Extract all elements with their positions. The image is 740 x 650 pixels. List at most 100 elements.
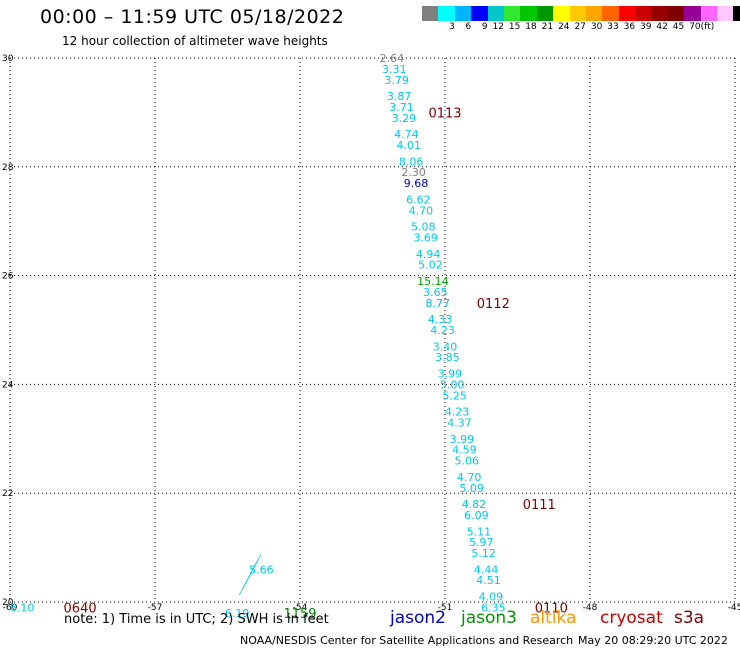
- y-tick-label: 22: [2, 489, 13, 499]
- color-swatch: [717, 6, 734, 21]
- x-tick-label: -54: [293, 603, 308, 613]
- wave-height-value: 5.09: [459, 482, 484, 495]
- footer-note: note: 1) Time is in UTC; 2) SWH is in fe…: [64, 612, 329, 627]
- color-swatch: [618, 6, 636, 21]
- wave-height-value: 3.71: [389, 101, 414, 114]
- x-tick-label: -45: [728, 603, 740, 613]
- legend-altika: altika: [530, 608, 577, 628]
- color-scale-label: 45: [672, 22, 685, 32]
- color-scale-label: 24: [558, 22, 570, 32]
- color-swatch: [667, 6, 685, 21]
- y-tick-label: 28: [2, 163, 14, 173]
- color-swatch: [585, 6, 603, 21]
- wave-height-value: 4.01: [397, 139, 422, 152]
- color-scale-label: 21: [541, 22, 554, 32]
- color-swatch: [487, 6, 504, 21]
- wave-height-value: 4.74: [394, 128, 419, 141]
- color-scale-bar: [422, 6, 740, 21]
- wave-height-value: 3.99: [450, 433, 475, 446]
- legend-jason3: jason3: [461, 608, 517, 628]
- color-scale-label: 18: [525, 22, 537, 32]
- credit-text: NOAA/NESDIS Center for Satellite Applica…: [240, 634, 574, 647]
- wave-height-value: 5.25: [442, 389, 467, 402]
- page-title: 00:00 – 11:59 UTC 05/18/2022: [40, 6, 345, 28]
- time-label: 0113: [428, 106, 461, 121]
- color-scale-label: 6: [465, 22, 472, 32]
- color-scale-label: 9: [481, 22, 488, 32]
- wave-height-value: 5.08: [411, 221, 436, 234]
- y-tick-label: 30: [2, 54, 14, 64]
- time-label: 0112: [477, 297, 510, 312]
- wave-height-value: 6.62: [406, 193, 431, 206]
- wave-height-value: 3.65: [423, 286, 448, 299]
- wave-height-value: 4.70: [409, 204, 434, 217]
- color-swatch: [602, 6, 619, 21]
- wave-height-value: 3.29: [392, 112, 417, 125]
- legend-s3a: s3a: [674, 608, 705, 628]
- wave-height-value: 5.11: [467, 525, 492, 538]
- wave-height-value: 3.79: [384, 74, 409, 87]
- wave-height-value: 6.10: [10, 601, 35, 614]
- color-swatch: [454, 6, 472, 21]
- color-scale-labels: 3 6 9 12 15 18 21 24 27 30 33 36 39 42 45 70 (ft): [422, 22, 717, 32]
- x-tick-label: -51: [438, 603, 453, 613]
- color-scale-label: 15: [508, 22, 521, 32]
- y-tick-label: 20: [2, 598, 14, 608]
- wave-height-value: 4.37: [447, 416, 472, 429]
- color-swatch: [536, 6, 554, 21]
- color-swatch: [651, 6, 668, 21]
- color-swatch: [569, 6, 586, 21]
- wave-height-value: 5.97: [469, 536, 494, 549]
- wave-height-value: 8.77: [426, 297, 451, 310]
- color-swatch: [438, 6, 455, 21]
- color-swatch: [520, 6, 537, 21]
- wave-height-value: 2.64: [380, 52, 405, 65]
- color-swatch: [733, 6, 740, 21]
- wave-height-value: 4.59: [452, 444, 477, 457]
- color-swatch: [471, 6, 488, 21]
- wave-height-value: 5.12: [471, 547, 496, 560]
- wave-height-value: 5.00: [440, 378, 465, 391]
- x-tick-label: -57: [148, 603, 163, 613]
- page-subtitle: 12 hour collection of altimeter wave hei…: [62, 34, 328, 48]
- wave-height-value: 6.09: [464, 509, 489, 522]
- color-scale-label: 3: [449, 22, 455, 32]
- color-swatch: [553, 6, 570, 21]
- wave-height-value: 4.33: [428, 313, 453, 326]
- wave-height-value: 5.06: [455, 455, 480, 468]
- wave-height-value: 3.85: [435, 351, 460, 364]
- legend-jason2: jason2: [390, 608, 446, 628]
- color-scale-label: 42: [656, 22, 668, 32]
- color-swatch: [635, 6, 652, 21]
- legend-cryosat: cryosat: [600, 608, 663, 628]
- timestamp-text: May 20 08:29:20 UTC 2022: [578, 634, 728, 647]
- color-scale-label: 12: [492, 22, 504, 32]
- wave-height-value: 5.66: [249, 563, 274, 576]
- wave-height-value: 9.68: [404, 177, 429, 190]
- wave-height-value: 3.40: [433, 340, 458, 353]
- x-tick-label: -48: [583, 603, 598, 613]
- wave-height-value: 4.23: [430, 324, 455, 337]
- color-scale-label: 36: [623, 22, 636, 32]
- wave-height-value: 4.09: [479, 591, 504, 604]
- x-tick-label: -60: [3, 603, 18, 613]
- wave-height-value: 4.44: [474, 563, 499, 576]
- color-swatch: [700, 6, 718, 21]
- color-scale-label: 70: [689, 22, 701, 32]
- time-label: 1159: [283, 607, 316, 622]
- wave-height-value: 4.23: [445, 406, 470, 419]
- wave-height-value: 3.99: [438, 368, 463, 381]
- wave-height-value: 3.87: [387, 90, 412, 103]
- wave-height-value: 4.94: [416, 248, 441, 261]
- y-tick-label: 26: [2, 272, 14, 282]
- wave-height-value: 8.06: [399, 155, 424, 168]
- time-label: 0110: [535, 601, 568, 616]
- time-label: 0111: [523, 498, 556, 513]
- wave-height-value: 2.30: [401, 166, 426, 179]
- wave-height-value: 4.70: [457, 471, 482, 484]
- wave-height-value: 4.82: [462, 498, 487, 511]
- color-scale-label: 27: [574, 22, 586, 32]
- color-swatch: [422, 6, 439, 21]
- color-scale-label: 33: [607, 22, 619, 32]
